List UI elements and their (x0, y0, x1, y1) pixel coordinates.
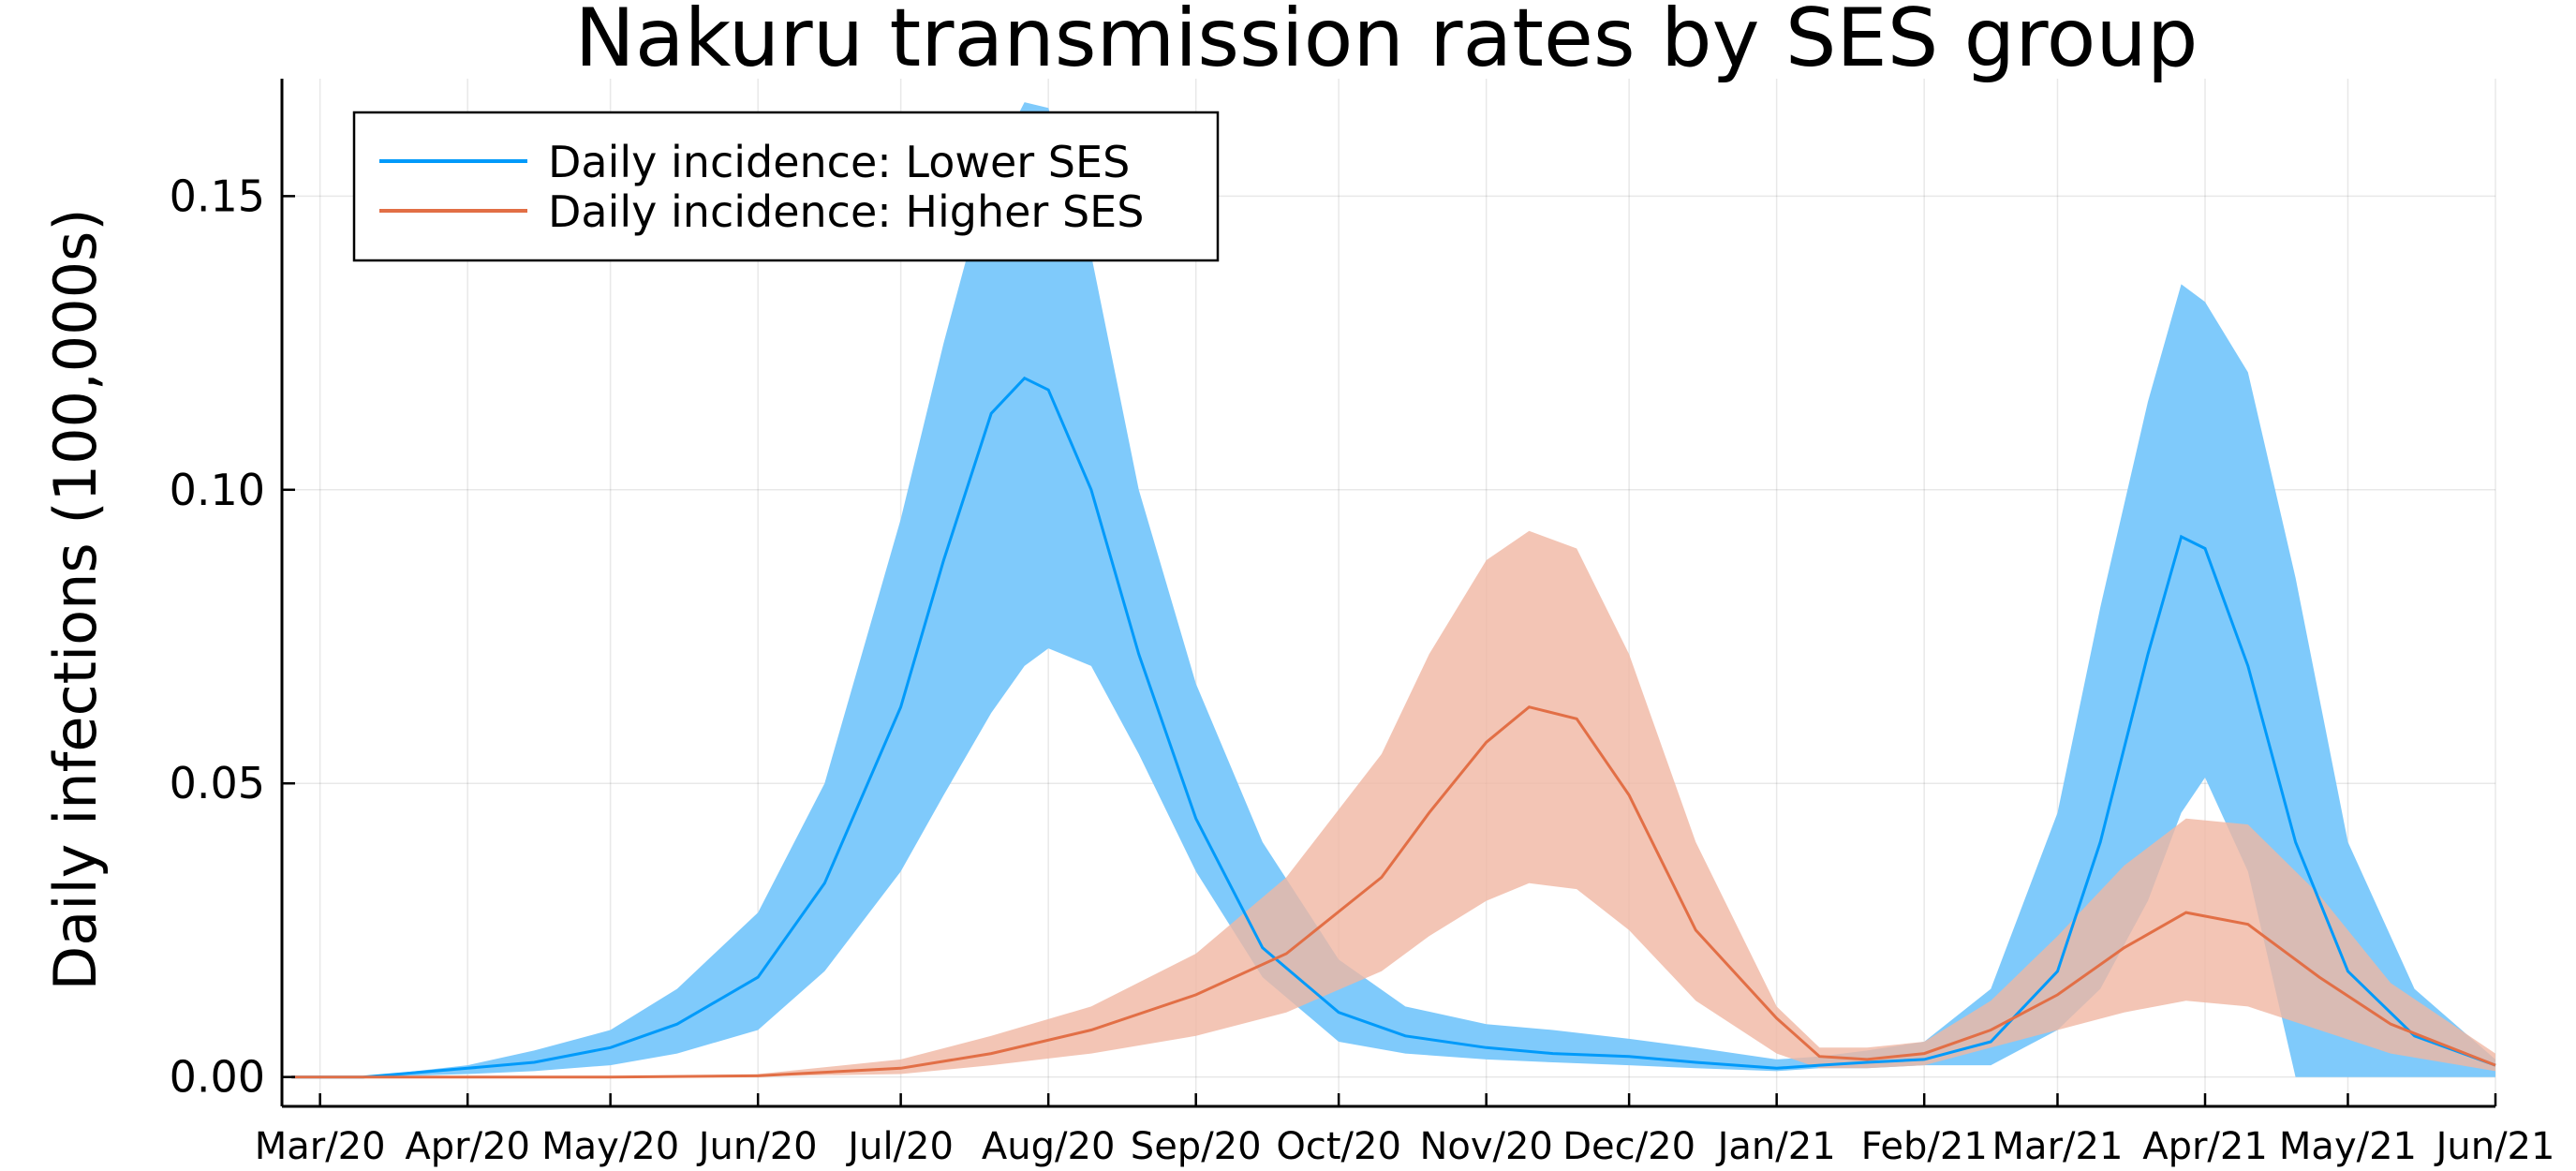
y-axis-label: Daily infections (100,000s) (41, 208, 110, 990)
legend: Daily incidence: Lower SES Daily inciden… (352, 111, 1220, 262)
x-tick-label: Mar/21 (1992, 1125, 2124, 1168)
y-tick-label: 0.10 (170, 465, 265, 515)
legend-label-lower-ses: Daily incidence: Lower SES (548, 137, 1130, 187)
x-tick-label: Jun/21 (2434, 1125, 2555, 1168)
x-tick-label: Nov/20 (1419, 1125, 1552, 1168)
x-tick-label: Jun/20 (696, 1125, 818, 1168)
chart-title: Nakuru transmission rates by SES group (575, 0, 2198, 85)
y-tick-label: 0.15 (170, 170, 265, 221)
legend-label-higher-ses: Daily incidence: Higher SES (548, 186, 1144, 237)
x-tick-label: Mar/20 (255, 1125, 386, 1168)
line-lower-ses (291, 376, 2496, 1079)
x-tick-label: May/20 (541, 1125, 679, 1168)
legend-box (352, 111, 1220, 262)
x-tick-label: Aug/20 (982, 1125, 1115, 1168)
x-tick-label: Oct/20 (1276, 1125, 1401, 1168)
axes (280, 79, 2495, 1108)
line-higher-ses (291, 705, 2496, 1079)
x-tick-label: Jul/20 (845, 1125, 954, 1168)
x-ticks: Mar/20 Apr/20 May/20 Jun/20 Jul/20 Aug/20 Sep/… (255, 1093, 2555, 1168)
x-tick-label: Apr/20 (405, 1125, 530, 1168)
y-ticks: 0.00 0.05 0.10 0.15 (170, 170, 295, 1103)
confidence-bands (291, 102, 2496, 1077)
y-tick-label: 0.05 (170, 758, 265, 808)
x-tick-label: Sep/20 (1131, 1125, 1262, 1168)
x-tick-label: May/21 (2279, 1125, 2417, 1168)
x-tick-label: Dec/20 (1562, 1125, 1695, 1168)
y-tick-label: 0.00 (170, 1052, 265, 1103)
band-higher-ses (291, 530, 2496, 1077)
series-lines (291, 376, 2496, 1079)
band-lower-ses (291, 102, 2496, 1077)
x-tick-label: Feb/21 (1861, 1125, 1988, 1168)
x-tick-label: Apr/21 (2142, 1125, 2268, 1168)
x-tick-label: Jan/21 (1715, 1125, 1836, 1168)
